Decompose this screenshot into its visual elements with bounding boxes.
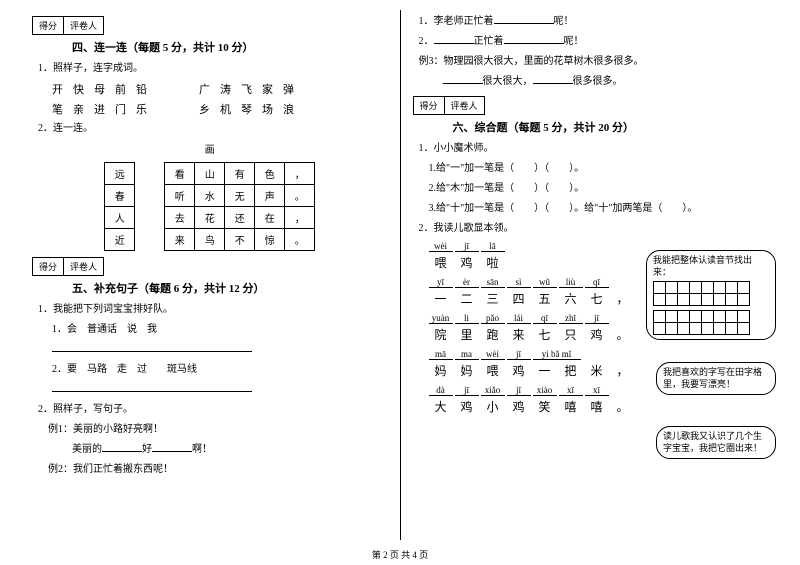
score-label: 得分 [32,16,64,35]
sec4-q1: 1．照样子，连字成词。 [38,61,388,77]
bubble-3: 读儿歌我又认识了几个生字宝宝，我把它圈出来！ [656,426,776,459]
r-line2: 2．正忙着呢！ [419,34,769,50]
sec5-ex2: 例2：我们正忙着搬东西呢！ [48,462,388,478]
sec5-q1b: 2．要 马路 走 过 斑马线 [52,362,388,378]
bubble-1: 我能把整体认读音节找出来： [646,250,776,340]
answer-blank[interactable] [494,14,554,24]
sec6-q1: 1．小小魔术师。 [419,141,769,157]
py-row-4: māmawèijīyì bǎ mǐ [429,349,769,360]
section-4-title: 四、连一连（每题 5 分，共计 10 分） [72,39,388,55]
sec4-q2: 2．连一连。 [38,121,388,137]
score-box-5: 得分 评卷人 [32,257,388,276]
r-line1: 1．李老师正忙着呢！ [419,14,769,30]
answer-blank[interactable] [52,382,252,392]
score-box-6: 得分 评卷人 [413,96,769,115]
tian-grid[interactable] [653,281,750,335]
section-5-title: 五、补充句子（每题 6 分，共计 12 分） [72,280,388,296]
answer-blank[interactable] [504,34,564,44]
sec5-q2: 2．照样子，写句子。 [38,402,388,418]
sec6-q2: 2．我读儿歌显本领。 [419,221,769,237]
score-box: 得分 评卷人 [32,16,388,35]
answer-blank[interactable] [443,74,483,84]
page-footer: 第 2 页 共 4 页 [0,548,800,561]
sec6-q1a: 1.给"一"加一笔是（ ）（ ）。 [429,161,769,177]
section-6-title: 六、综合题（每题 5 分，共计 20 分） [453,119,769,135]
answer-blank[interactable] [533,74,573,84]
sec5-q1a: 1．会 普通话 说 我 [52,322,388,338]
bubble-2: 我把喜欢的字写在田字格里，我要写漂亮！ [656,362,776,395]
sec5-ex1b: 美丽的好啊！ [72,442,388,458]
answer-blank[interactable] [102,442,142,452]
sec6-q1c: 3.给"十"加一笔是（ ）（ ）。给"十"加两笔是（ ）。 [429,201,769,217]
sec4-row1: 开快母前铅 广涛飞家弹 [52,81,388,97]
answer-blank[interactable] [152,442,192,452]
hz-row-5: 大鸡小鸡笑嘻嘻。 [429,398,769,415]
sec4-row2: 笔亲进门乐 乡机琴场浪 [52,101,388,117]
answer-blank[interactable] [52,342,252,352]
answer-blank[interactable] [434,34,474,44]
reviewer-label: 评卷人 [64,16,104,35]
sec5-ex1a: 例1：美丽的小路好亮啊！ [48,422,388,438]
r-ex3: 例3：物理园很大很大，里面的花草树木很多很多。 [419,54,769,70]
poem-grid: 远看山有色， 春听水无声。 人去花还在， 近来鸟不惊。 [104,162,315,251]
sec6-q1b: 2.给"木"加一笔是（ ）（ ）。 [429,181,769,197]
r-line3: 很大很大，很多很多。 [443,74,769,90]
sec5-q1: 1．我能把下列词宝宝排好队。 [38,302,388,318]
grid-header: 画 [32,141,388,156]
